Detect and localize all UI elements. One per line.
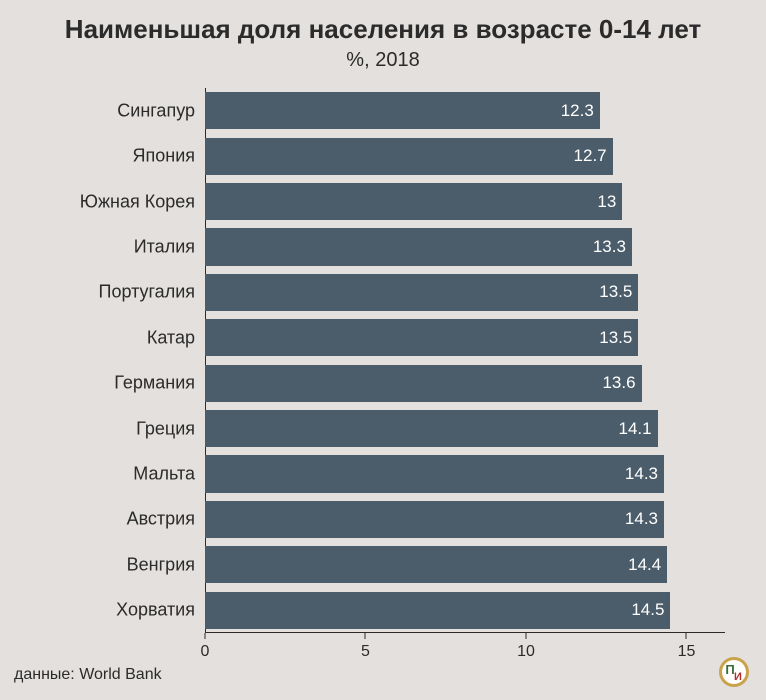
category-label: Мальта [133,464,195,485]
bar-row: 12.7Япония [205,138,725,175]
bar-value-label: 14.3 [625,509,658,529]
category-label: Германия [114,373,195,394]
bar-row: 13.3Италия [205,228,725,265]
bar-value-label: 14.5 [631,600,664,620]
bar-value-label: 14.1 [618,419,651,439]
bar-value-label: 13.5 [599,328,632,348]
bar: 13.6 [205,365,642,402]
x-tick: 5 [365,633,366,639]
x-tick-mark [365,633,366,639]
x-tick: 15 [686,633,687,639]
x-tick: 0 [205,633,206,639]
bar: 13.5 [205,274,638,311]
x-tick-mark [205,633,206,639]
plot-area: 12.3Сингапур 12.7Япония 13Южная Корея 13.3И… [205,88,725,633]
bar-value-label: 12.7 [574,146,607,166]
bar-value-label: 14.3 [625,464,658,484]
bar: 14.4 [205,546,667,583]
category-label: Хорватия [116,600,195,621]
bar: 12.3 [205,92,600,129]
bar: 14.5 [205,592,670,629]
chart-subtitle: %, 2018 [0,49,766,72]
category-label: Сингапур [117,100,195,121]
x-tick: 10 [525,633,526,639]
data-source: данные: World Bank [14,666,162,684]
x-tick-mark [525,633,526,639]
chart-title: Наименьшая доля населения в возрасте 0-1… [0,0,766,45]
category-label: Греция [136,418,195,439]
category-label: Южная Корея [80,191,195,212]
bar-row: 13Южная Корея [205,183,725,220]
category-label: Венгрия [127,554,195,575]
x-tick-label: 5 [361,643,370,661]
bar-row: 14.3Австрия [205,501,725,538]
bar: 13.3 [205,228,632,265]
bar-row: 12.3Сингапур [205,92,725,129]
bar-value-label: 13.6 [602,373,635,393]
x-tick-label: 0 [201,643,210,661]
bar: 14.1 [205,410,658,447]
bar: 13.5 [205,319,638,356]
bar: 14.3 [205,501,664,538]
bar: 13 [205,183,622,220]
bar: 12.7 [205,138,613,175]
category-label: Катар [147,327,195,348]
category-label: Италия [134,236,195,257]
bar-value-label: 14.4 [628,555,661,575]
bar-row: 14.3Мальта [205,455,725,492]
category-label: Япония [133,146,196,167]
bar-row: 13.6Германия [205,365,725,402]
bar-row: 13.5Португалия [205,274,725,311]
bar-value-label: 13.5 [599,282,632,302]
bar-value-label: 13 [597,192,616,212]
x-tick-label: 15 [678,643,696,661]
bar-value-label: 13.3 [593,237,626,257]
bar: 14.3 [205,455,664,492]
bar-row: 14.4Венгрия [205,546,725,583]
bar-row: 14.5Хорватия [205,592,725,629]
x-tick-label: 10 [517,643,535,661]
source-logo: П И [718,656,750,688]
bar-row: 13.5Катар [205,319,725,356]
category-label: Австрия [127,509,195,530]
svg-text:И: И [734,671,742,683]
bar-row: 14.1Греция [205,410,725,447]
bar-value-label: 12.3 [561,101,594,121]
category-label: Португалия [99,282,196,303]
x-tick-mark [686,633,687,639]
